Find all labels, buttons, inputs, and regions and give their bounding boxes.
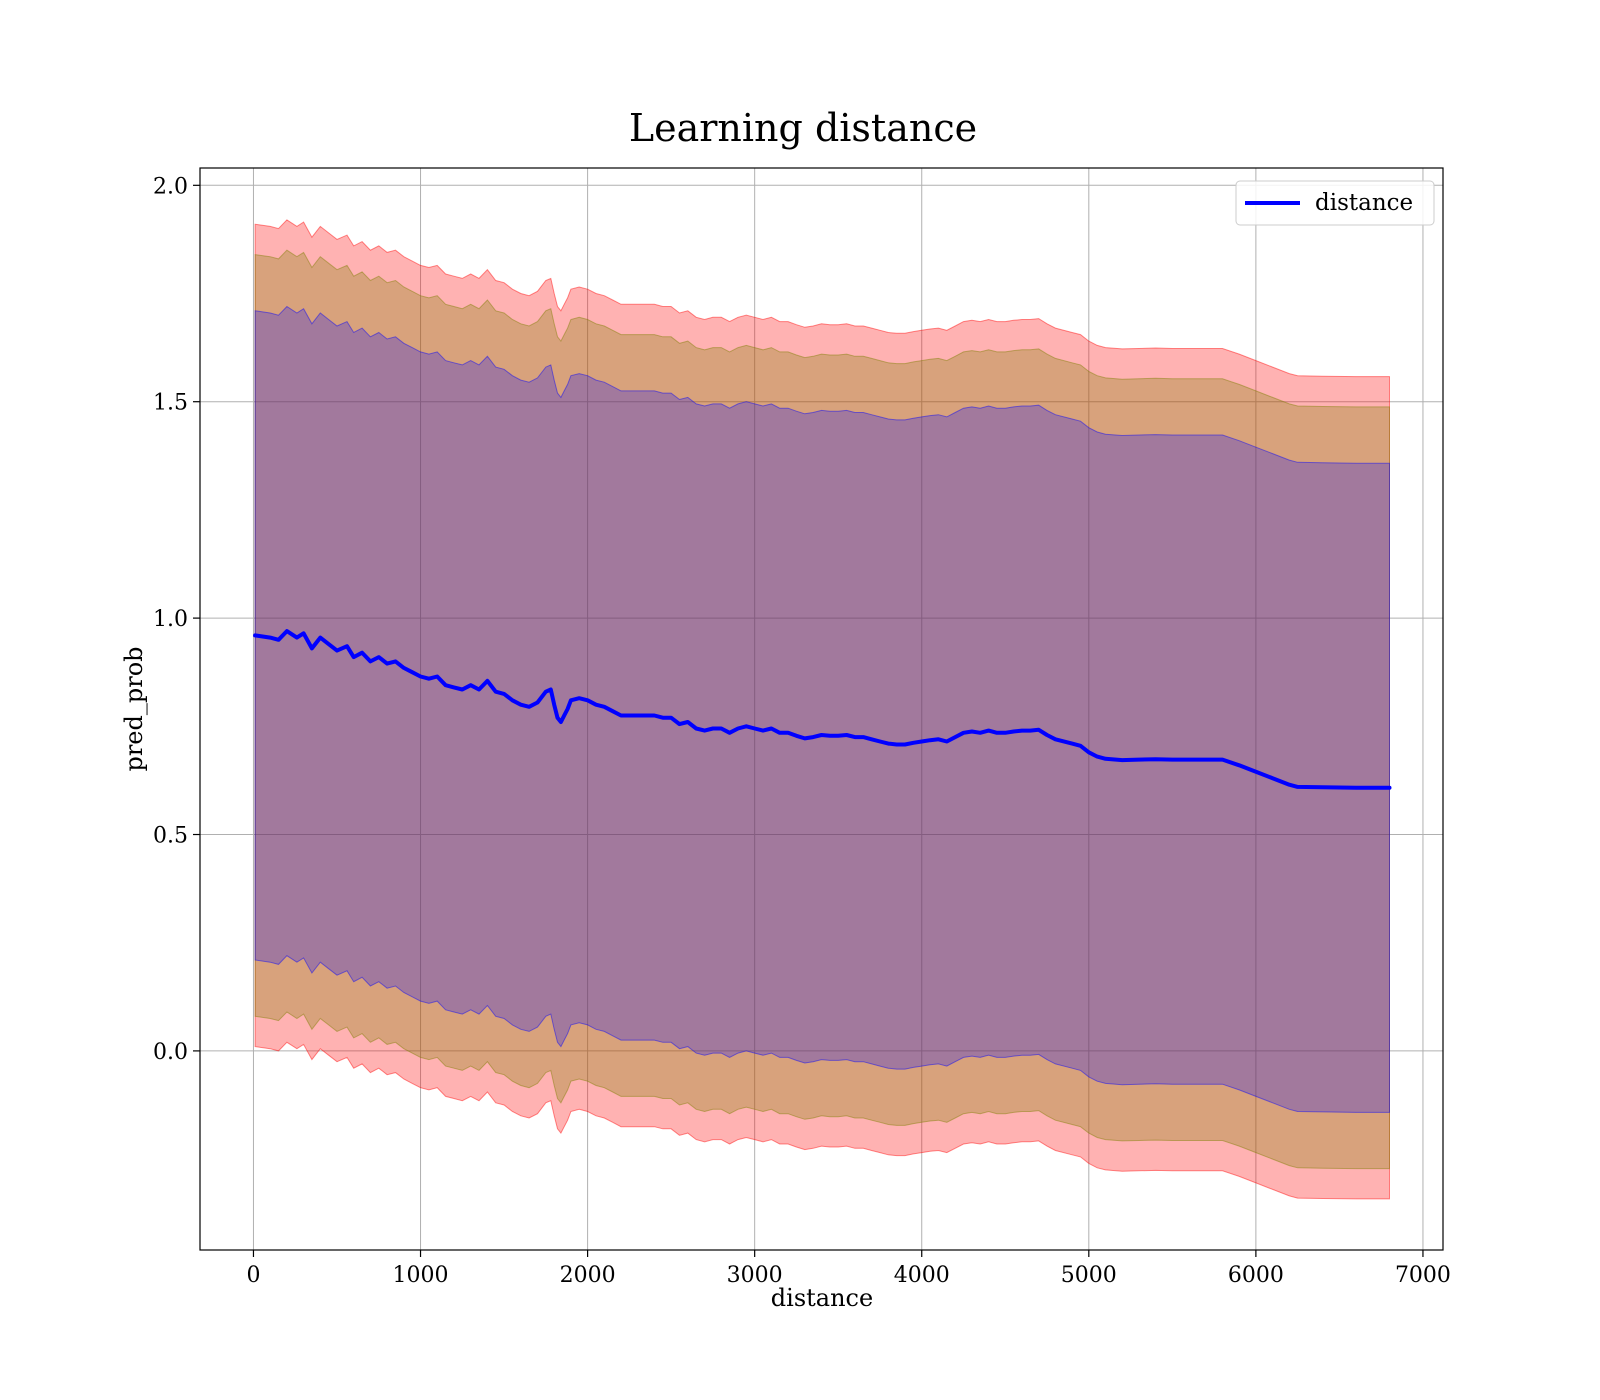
x-tick-label: 4000: [894, 1263, 950, 1288]
y-tick-label: 2.0: [153, 174, 188, 199]
x-tick-label: 5000: [1061, 1263, 1117, 1288]
y-axis-label: pred_prob: [120, 646, 148, 771]
y-tick-label: 1.5: [153, 391, 188, 416]
confidence-band: [254, 219, 1390, 1200]
y-tick-label: 0.0: [153, 1040, 188, 1065]
legend-box: [1235, 180, 1435, 226]
x-tick-label: 2000: [560, 1263, 616, 1288]
series-lines: [253, 629, 1392, 790]
series-line-distance: [253, 629, 1392, 790]
x-tick-label: 7000: [1395, 1263, 1451, 1288]
x-tick-label: 1000: [393, 1263, 449, 1288]
axis-ticks: 0 1000 2000 3000 4000 5000 6000 7000 0.0 0.5 1.0 1.…: [153, 174, 1451, 1288]
x-tick-label: 6000: [1228, 1263, 1284, 1288]
x-axis-label: distance: [771, 1284, 873, 1312]
legend: distance: [1235, 180, 1435, 226]
grid: [200, 168, 1443, 1250]
x-tick-label: 3000: [727, 1263, 783, 1288]
plot-frame: [199, 167, 1444, 1251]
chart-title: Learning distance: [629, 106, 977, 150]
x-tick-label: 0: [246, 1263, 260, 1288]
confidence-band: [254, 305, 1390, 1113]
legend-label-distance: distance: [1315, 190, 1413, 216]
y-tick-label: 1.0: [153, 607, 188, 632]
y-tick-label: 0.5: [153, 824, 188, 849]
confidence-bands: [254, 219, 1390, 1200]
confidence-band: [254, 249, 1390, 1170]
